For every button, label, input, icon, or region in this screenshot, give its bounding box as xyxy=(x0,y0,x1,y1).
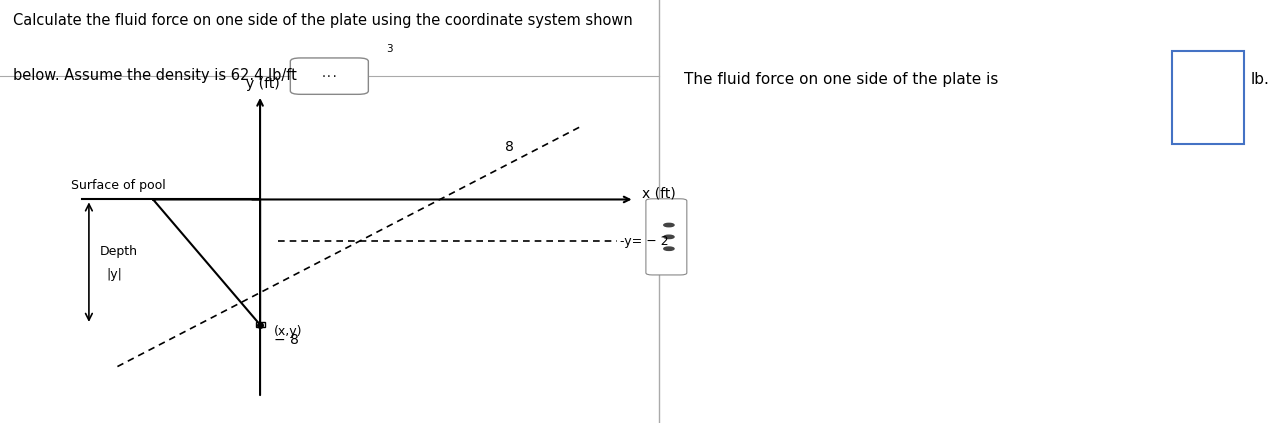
Text: lb.: lb. xyxy=(1251,72,1270,87)
FancyBboxPatch shape xyxy=(646,199,687,275)
Circle shape xyxy=(664,247,674,250)
Text: -y= − 2: -y= − 2 xyxy=(620,235,669,248)
Text: |y|: |y| xyxy=(106,268,123,281)
Text: Calculate the fluid force on one side of the plate using the coordinate system s: Calculate the fluid force on one side of… xyxy=(13,13,633,27)
Text: 3: 3 xyxy=(386,44,393,55)
Text: x (ft): x (ft) xyxy=(642,186,675,200)
FancyBboxPatch shape xyxy=(1172,51,1244,144)
Text: The fluid force on one side of the plate is: The fluid force on one side of the plate… xyxy=(684,72,999,87)
Text: y (ft): y (ft) xyxy=(246,77,280,91)
Circle shape xyxy=(664,223,674,227)
Text: 8: 8 xyxy=(505,140,514,154)
FancyBboxPatch shape xyxy=(290,58,368,94)
Circle shape xyxy=(664,235,674,239)
Text: ...: ... xyxy=(321,69,338,79)
Bar xyxy=(256,322,265,327)
Text: Depth: Depth xyxy=(100,245,138,258)
Text: − 8: − 8 xyxy=(274,333,299,347)
Text: (x,y): (x,y) xyxy=(274,325,303,338)
Text: Surface of pool: Surface of pool xyxy=(72,179,166,192)
Text: below. Assume the density is 62.4 lb/ft: below. Assume the density is 62.4 lb/ft xyxy=(13,68,297,82)
